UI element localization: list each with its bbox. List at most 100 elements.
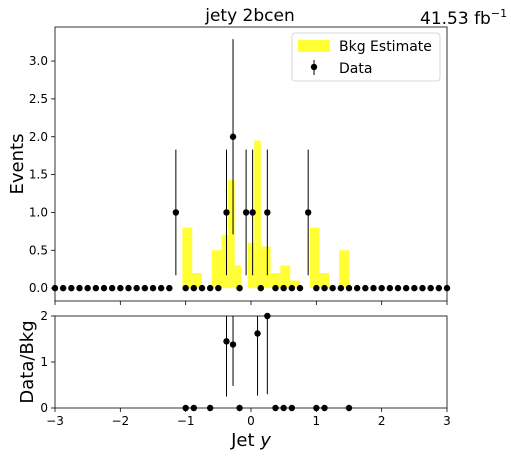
data-point xyxy=(249,209,256,216)
data-point xyxy=(329,284,336,292)
data-point xyxy=(92,284,100,292)
bkg-bar xyxy=(254,140,261,289)
data-point xyxy=(76,284,83,292)
main-y-tick-label: 0.0 xyxy=(29,281,48,295)
x-axis-label: Jet y xyxy=(230,430,271,451)
ratio-x-ticks: −3 −2 −1 0 1 2 3 xyxy=(46,408,451,428)
data-point xyxy=(321,284,328,292)
main-y-tick-label: 2.5 xyxy=(29,92,48,106)
ratio-point xyxy=(254,330,261,337)
ratio-points xyxy=(182,312,353,412)
data-point xyxy=(117,284,124,292)
data-point xyxy=(272,284,279,292)
main-y-tick-label: 3.0 xyxy=(29,54,48,68)
data-point xyxy=(257,284,264,292)
legend: Bkg Estimate Data xyxy=(291,32,441,82)
data-point xyxy=(172,209,180,216)
data-point xyxy=(198,284,206,292)
legend-bkg-swatch xyxy=(298,40,330,52)
main-y-tick-label: 2.0 xyxy=(29,130,48,144)
main-y-ticks: 0.0 0.5 1.0 1.5 2.0 2.5 3.0 xyxy=(29,54,55,295)
data-point xyxy=(264,209,271,216)
x-tick-label: 0 xyxy=(247,414,255,428)
data-point xyxy=(402,284,410,292)
data-point xyxy=(435,284,443,292)
luminosity-value: 41.53 fb xyxy=(420,9,491,29)
legend-data-marker xyxy=(310,63,318,71)
data-point xyxy=(149,284,157,292)
x-tick-label: −2 xyxy=(111,414,129,428)
bkg-bar xyxy=(280,265,291,289)
data-point xyxy=(166,284,173,292)
bkg-bar xyxy=(339,250,349,289)
bkg-bar xyxy=(182,227,193,289)
data-point xyxy=(419,284,426,292)
data-point xyxy=(133,284,140,292)
data-point xyxy=(280,284,287,292)
bkg-bar xyxy=(211,250,222,289)
data-point xyxy=(125,284,132,292)
x-tick-label: 2 xyxy=(378,414,386,428)
legend-bkg-label: Bkg Estimate xyxy=(339,39,432,55)
data-point xyxy=(223,209,230,216)
data-point xyxy=(394,284,402,292)
ratio-point xyxy=(223,338,230,345)
data-point xyxy=(304,209,312,216)
data-point xyxy=(242,209,250,216)
main-panel: 0.0 0.5 1.0 1.5 2.0 2.5 3.0 Events Bkg Estimat… xyxy=(7,26,451,305)
data-point xyxy=(229,133,237,140)
data-point xyxy=(386,284,394,292)
data-point xyxy=(182,284,189,292)
data-point xyxy=(59,284,67,292)
ratio-point xyxy=(229,341,237,348)
data-point xyxy=(190,284,198,292)
data-point xyxy=(157,284,165,292)
data-point xyxy=(68,284,75,292)
bkg-bar xyxy=(319,272,330,289)
data-point xyxy=(100,284,108,292)
data-point xyxy=(288,284,296,292)
x-tick-label: 1 xyxy=(313,414,321,428)
main-y-tick-label: 1.0 xyxy=(29,205,48,219)
x-tick-label: −3 xyxy=(46,414,64,428)
ratio-panel: 0 1 2 −3 −2 −1 0 1 2 3 Data/Bkg Jet y xyxy=(17,309,451,451)
data-point xyxy=(296,284,304,292)
data-point xyxy=(337,284,345,292)
main-y-tick-label: 0.5 xyxy=(29,243,48,257)
ratio-y-tick-label: 2 xyxy=(40,309,48,323)
bkg-histogram xyxy=(182,140,349,289)
data-point xyxy=(411,284,418,292)
main-plot-frame xyxy=(54,26,448,302)
bkg-bar xyxy=(270,272,281,289)
data-point xyxy=(345,284,353,292)
bkg-bar xyxy=(309,227,320,289)
luminosity-exponent: −1 xyxy=(491,7,507,20)
data-point xyxy=(370,284,377,292)
bkg-bar xyxy=(247,242,255,289)
ratio-y-ticks: 0 1 2 xyxy=(40,309,55,415)
luminosity-label: 41.53 fb−1 xyxy=(420,7,507,29)
data-point xyxy=(362,284,369,292)
data-point xyxy=(84,284,91,292)
x-tick-label: 3 xyxy=(443,414,451,428)
bkg-bar xyxy=(290,280,300,289)
bkg-bar xyxy=(234,265,242,289)
data-point xyxy=(141,284,149,292)
legend-data-label: Data xyxy=(339,61,372,77)
main-y-tick-label: 1.5 xyxy=(29,168,48,182)
data-point xyxy=(108,284,116,292)
x-axis-label-text: Jet xyxy=(230,430,260,451)
data-points xyxy=(51,39,451,292)
ratio-plot-frame xyxy=(54,315,448,409)
data-point xyxy=(215,284,222,292)
ratio-y-axis-label: Data/Bkg xyxy=(17,320,38,403)
main-y-axis-label: Events xyxy=(7,134,28,195)
data-point xyxy=(378,284,385,292)
chart-title: jety 2bcen xyxy=(204,6,295,26)
bkg-bar xyxy=(221,235,229,289)
data-point xyxy=(236,284,243,292)
ratio-y-tick-label: 0 xyxy=(40,401,48,415)
bkg-bar xyxy=(192,272,202,289)
data-point xyxy=(313,284,320,292)
